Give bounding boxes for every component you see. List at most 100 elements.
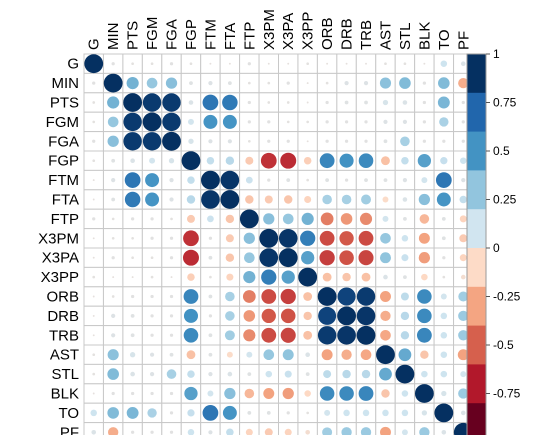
corr-circle-PTS-BLK	[422, 100, 427, 105]
corr-circle-X3PM-STL	[401, 235, 409, 242]
corr-circle-FTP-TO	[441, 217, 446, 221]
corr-circle-BLK-AST	[381, 389, 390, 398]
corr-circle-G-DRB	[345, 62, 348, 65]
col-label-G: G	[86, 38, 103, 50]
corr-circle-PF-DRB	[341, 427, 352, 435]
corr-circle-X3PM-FTM	[208, 236, 213, 240]
corr-circle-G-PTS	[131, 62, 134, 66]
corr-circle-PTS-X3PA	[286, 101, 290, 104]
corr-circle-FGM-X3PA	[286, 120, 290, 124]
col-label-FTP: FTP	[241, 22, 258, 50]
corr-circle-AST-X3PP	[305, 352, 310, 358]
corr-circle-PTS-FTP	[247, 100, 251, 105]
corr-circle-TO-TO	[434, 403, 454, 423]
corr-circle-FGM-FGM	[142, 112, 162, 132]
corr-circle-PF-AST	[379, 426, 391, 435]
corr-circle-X3PP-G	[92, 275, 96, 279]
colorbar-segment	[467, 325, 486, 365]
corr-circle-X3PA-X3PP	[301, 251, 315, 265]
corr-circle-TO-FGM	[147, 408, 157, 418]
corr-circle-PF-FTP	[245, 428, 253, 435]
corr-circle-AST-BLK	[420, 350, 429, 359]
corr-circle-BLK-X3PA	[282, 387, 294, 400]
corr-circle-X3PP-FGP	[187, 273, 195, 281]
corr-circle-ORB-FGA	[169, 294, 174, 299]
corr-circle-MIN-STL	[399, 77, 411, 89]
corr-circle-MIN-ORB	[325, 81, 329, 85]
corr-circle-X3PM-G	[92, 237, 95, 240]
corr-circle-TRB-ORB	[317, 326, 337, 345]
corr-circle-FGP-TRB	[358, 153, 374, 168]
corr-circle-TO-PTS	[126, 406, 139, 419]
corr-circle-ORB-PF	[458, 291, 469, 302]
col-label-DRB: DRB	[339, 18, 356, 50]
col-label-BLK: BLK	[416, 22, 433, 50]
corr-circle-PTS-MIN	[107, 96, 120, 109]
corr-circle-AST-PF	[457, 349, 469, 361]
corr-circle-X3PP-PTS	[131, 276, 134, 279]
corr-circle-FTM-DRB	[344, 178, 349, 182]
corr-circle-TRB-G	[92, 334, 95, 337]
row-label-X3PA: X3PA	[42, 250, 79, 267]
corr-circle-MIN-X3PM	[267, 81, 271, 85]
corr-circle-X3PP-AST	[383, 274, 388, 280]
corr-circle-FGM-ORB	[325, 120, 329, 124]
corr-circle-FTP-MIN	[111, 217, 115, 221]
corr-circle-MIN-FGP	[189, 81, 193, 85]
corr-circle-FGA-FTA	[227, 139, 232, 144]
corr-circle-FGM-FGP	[188, 118, 194, 125]
grid-cells	[83, 53, 474, 435]
colorbar-segment	[467, 92, 486, 133]
corr-circle-BLK-PF	[458, 388, 469, 399]
corr-circle-FGP-X3PM	[260, 152, 277, 169]
corr-circle-TO-X3PP	[306, 411, 310, 415]
corr-circle-PF-BLK	[419, 427, 430, 435]
col-label-X3PA: X3PA	[280, 13, 297, 50]
corr-circle-FGA-DRB	[344, 139, 349, 143]
corr-circle-X3PA-PTS	[131, 256, 134, 260]
corr-circle-G-BLK	[423, 62, 426, 65]
corr-circle-X3PA-FTA	[225, 253, 235, 262]
corr-circle-PF-TO	[441, 429, 447, 435]
corr-circle-TO-G	[90, 409, 97, 417]
corr-circle-X3PA-MIN	[111, 256, 115, 260]
corr-circle-TO-FGP	[187, 409, 195, 417]
corr-circle-FTA-STL	[402, 197, 408, 202]
col-label-STL: STL	[397, 22, 414, 50]
corr-circle-ORB-BLK	[417, 289, 432, 304]
corr-circle-FTM-X3PA	[286, 178, 291, 182]
row-label-AST: AST	[50, 347, 79, 364]
corr-circle-FGA-FGP	[188, 138, 194, 144]
corr-circle-TO-DRB	[343, 409, 350, 417]
corr-circle-FTA-PTS	[124, 191, 141, 208]
col-label-MIN: MIN	[105, 23, 122, 51]
corr-circle-BLK-X3PP	[304, 390, 311, 397]
corr-circle-PTS-TO	[437, 96, 450, 109]
corr-circle-X3PM-FTA	[225, 234, 234, 243]
corr-circle-FGP-TO	[440, 157, 448, 165]
corr-circle-STL-PF	[460, 371, 467, 378]
corr-circle-X3PP-X3PP	[298, 267, 318, 287]
colorbar-segment	[467, 248, 486, 288]
corr-circle-X3PM-PF	[459, 234, 468, 243]
row-label-FTA: FTA	[52, 192, 79, 209]
corr-circle-FTM-FGP	[187, 176, 195, 184]
corr-circle-G-TO	[440, 60, 448, 67]
corr-circle-AST-TRB	[360, 349, 372, 361]
corr-circle-PF-X3PM	[264, 428, 273, 435]
corr-circle-PTS-FTA	[222, 94, 238, 111]
corr-circle-X3PM-TO	[441, 236, 446, 241]
corr-circle-DRB-FGP	[183, 308, 199, 323]
corr-circle-TRB-FGM	[150, 333, 154, 337]
corr-circle-PF-ORB	[322, 427, 333, 435]
corr-circle-FTA-FGM	[145, 192, 160, 207]
corr-circle-ORB-ORB	[317, 287, 337, 306]
colorbar-tick-label: 0.25	[493, 193, 517, 207]
corr-circle-PF-FTA	[226, 428, 234, 435]
corr-circle-FTP-BLK	[419, 214, 430, 224]
col-label-PF: PF	[455, 31, 472, 50]
corr-circle-FGA-FGA	[162, 131, 181, 151]
corr-circle-FTA-AST	[382, 196, 389, 203]
corr-circle-AST-PTS	[129, 352, 136, 358]
corr-circle-X3PP-PF	[460, 274, 466, 280]
